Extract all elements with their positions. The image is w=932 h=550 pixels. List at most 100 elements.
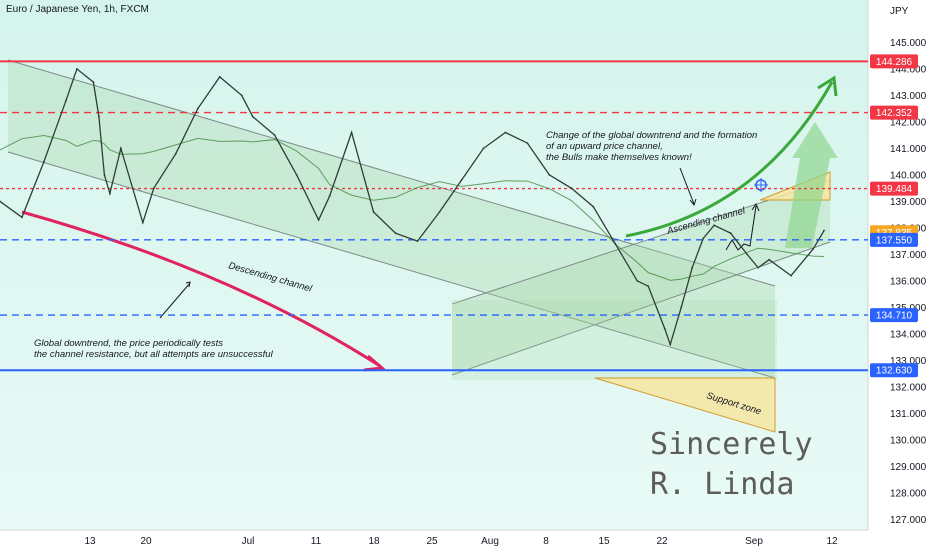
descending-channel-bottom: [7, 151, 776, 379]
time-axis-panel: [0, 530, 868, 550]
x-tick-label: Aug: [481, 536, 499, 547]
price-point: [757, 266, 760, 269]
y-tick-label: 140.000: [890, 170, 927, 181]
y-tick-label: 129.000: [890, 462, 927, 473]
price-point: [614, 242, 617, 245]
note-right-pointer: [679, 167, 695, 205]
y-tick-label: 133.000: [890, 356, 927, 367]
price-level-badge: [870, 363, 918, 378]
currency-label: JPY: [890, 6, 909, 17]
y-tick-label: 132.000: [890, 382, 927, 393]
price-point: [504, 131, 507, 134]
price-point: [152, 187, 155, 190]
price-point: [812, 248, 814, 251]
y-tick-label: 136.000: [890, 276, 927, 287]
y-tick-label: 141.000: [890, 144, 927, 155]
price-point: [702, 237, 705, 240]
price-point: [592, 205, 595, 208]
x-tick-label: 8: [543, 536, 549, 547]
note-left-line-2: the channel resistance, but all attempts…: [34, 349, 274, 360]
price-point: [570, 187, 573, 190]
y-tick-label: 139.000: [890, 197, 927, 208]
price-point: [416, 240, 419, 243]
note-left-pointer: [159, 282, 191, 319]
price-point: [317, 219, 320, 221]
price-point: [65, 99, 67, 102]
price-level-badge: [870, 181, 918, 196]
price-point: [680, 306, 683, 309]
signature-line-2: R. Linda: [650, 467, 795, 502]
y-tick-label: 131.000: [890, 409, 927, 420]
price-point: [372, 211, 375, 213]
price-point: [713, 224, 716, 227]
price-point: [141, 221, 144, 224]
price-point: [394, 232, 397, 235]
price-point: [526, 142, 529, 145]
price-point: [251, 115, 254, 118]
price-point: [438, 211, 441, 213]
y-tick-label: 145.000: [890, 38, 927, 49]
projection-box: [452, 300, 777, 380]
price-level-value: 134.710: [876, 311, 913, 322]
price-point: [790, 274, 792, 277]
price-point: [482, 147, 485, 150]
price-point: [328, 195, 331, 198]
x-tick-label: 12: [826, 536, 838, 547]
moving-average-line: [0, 135, 825, 281]
price-level-badge: [870, 105, 918, 120]
x-tick-label: 22: [656, 536, 668, 547]
price-level-badge: [870, 308, 918, 323]
price-point: [174, 152, 177, 155]
level-badges: 144.286142.352139.484137.835137.550134.7…: [870, 54, 918, 378]
price-point: [92, 81, 95, 84]
price-point: [823, 229, 825, 232]
price-level-value: 139.484: [876, 184, 913, 195]
drawings-layer: [7, 59, 838, 433]
x-tick-label: 11: [311, 536, 322, 547]
y-tick-label: 134.000: [890, 329, 927, 340]
price-point: [108, 192, 111, 195]
x-tick-label: 20: [140, 536, 152, 547]
symbol-title: Euro / Japanese Yen, 1h, FXCM: [6, 4, 149, 15]
price-level-badge: [870, 232, 918, 247]
y-tick-label: 127.000: [890, 515, 927, 526]
price-point: [768, 258, 771, 261]
price-point: [691, 266, 694, 269]
ma-layer: [0, 135, 825, 281]
price-point: [663, 327, 666, 330]
projection-up-arrow: [785, 122, 838, 248]
price-point: [240, 94, 243, 97]
green-arrow-head: [817, 75, 838, 97]
y-tick-label: 130.000: [890, 435, 927, 446]
price-point: [295, 174, 298, 176]
price-point: [548, 174, 551, 176]
y-tick-label: 137.000: [890, 250, 927, 261]
price-point: [273, 134, 276, 137]
ascending-channel-bottom: [451, 241, 831, 376]
price-level-value: 132.630: [876, 366, 913, 377]
ascending-channel-fill: [452, 180, 830, 375]
descending-channel-fill: [8, 60, 775, 378]
signature-line-1: Sincerely: [650, 427, 813, 462]
descending-channel-top: [7, 59, 776, 287]
price-point: [119, 147, 122, 150]
x-axis: 13 20 Jul 11 18 25 Aug 8 15 22 Sep 12: [84, 536, 838, 547]
y-tick-label: 143.000: [890, 91, 927, 102]
x-tick-label: 15: [598, 536, 610, 547]
price-point: [647, 285, 650, 288]
x-tick-label: Jul: [242, 536, 255, 547]
price-level-value: 142.352: [876, 108, 913, 119]
price-point: [729, 232, 732, 235]
green-uptrend-arrow: [625, 81, 834, 238]
price-point: [0, 200, 1, 203]
price-point: [76, 68, 78, 70]
price-point: [103, 174, 106, 176]
x-tick-label: 25: [426, 536, 438, 547]
plot-background: [0, 0, 868, 530]
price-point: [460, 179, 463, 182]
note-left-line-1: Global downtrend, the price periodically…: [34, 338, 223, 349]
note-right-line-3: the Bulls make themselves known!: [546, 152, 692, 163]
ascending-channel-top: [451, 179, 831, 305]
price-point: [746, 253, 749, 256]
